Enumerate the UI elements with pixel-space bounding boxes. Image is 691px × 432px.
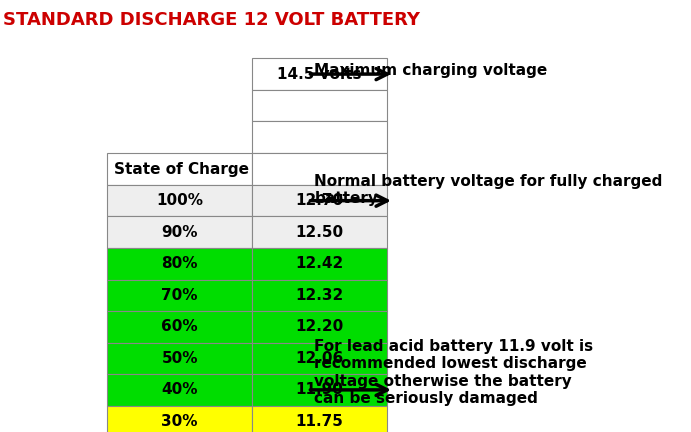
Bar xyxy=(107,374,252,406)
Bar xyxy=(252,374,387,406)
Text: 12.20: 12.20 xyxy=(296,319,343,334)
Bar xyxy=(107,216,252,248)
Bar xyxy=(252,248,387,280)
Bar xyxy=(252,185,387,216)
Bar xyxy=(107,311,252,343)
Bar xyxy=(107,185,252,216)
Text: 12.32: 12.32 xyxy=(296,288,343,303)
Bar xyxy=(252,280,387,311)
Text: 100%: 100% xyxy=(156,193,203,208)
Bar xyxy=(252,216,387,248)
Bar xyxy=(252,343,387,374)
Text: 11.90: 11.90 xyxy=(296,382,343,397)
Text: 50%: 50% xyxy=(162,351,198,366)
Text: 12.70: 12.70 xyxy=(296,193,343,208)
Text: Maximum charging voltage: Maximum charging voltage xyxy=(314,63,548,78)
Bar xyxy=(107,343,252,374)
Text: Normal battery voltage for fully charged
battery: Normal battery voltage for fully charged… xyxy=(314,174,663,206)
Bar xyxy=(252,153,387,185)
Bar xyxy=(252,58,387,90)
Text: STANDARD DISCHARGE 12 VOLT BATTERY: STANDARD DISCHARGE 12 VOLT BATTERY xyxy=(3,11,420,29)
Text: 14.5 volts: 14.5 volts xyxy=(277,67,362,82)
Bar xyxy=(252,406,387,432)
Text: 12.06: 12.06 xyxy=(296,351,343,366)
Text: 80%: 80% xyxy=(162,256,198,271)
Bar xyxy=(252,90,387,121)
Text: 40%: 40% xyxy=(162,382,198,397)
Text: 12.42: 12.42 xyxy=(296,256,343,271)
Text: 30%: 30% xyxy=(162,414,198,429)
Bar xyxy=(252,121,387,153)
Text: 70%: 70% xyxy=(162,288,198,303)
Text: 12.50: 12.50 xyxy=(296,225,343,240)
Bar xyxy=(107,153,252,185)
Bar xyxy=(252,311,387,343)
Text: For lead acid battery 11.9 volt is
recommended lowest discharge
voltage otherwis: For lead acid battery 11.9 volt is recom… xyxy=(314,339,594,406)
Text: 11.75: 11.75 xyxy=(296,414,343,429)
Text: 60%: 60% xyxy=(161,319,198,334)
Bar xyxy=(107,248,252,280)
Bar xyxy=(107,406,252,432)
Text: State of Charge: State of Charge xyxy=(114,162,249,177)
Bar xyxy=(107,280,252,311)
Text: 90%: 90% xyxy=(162,225,198,240)
